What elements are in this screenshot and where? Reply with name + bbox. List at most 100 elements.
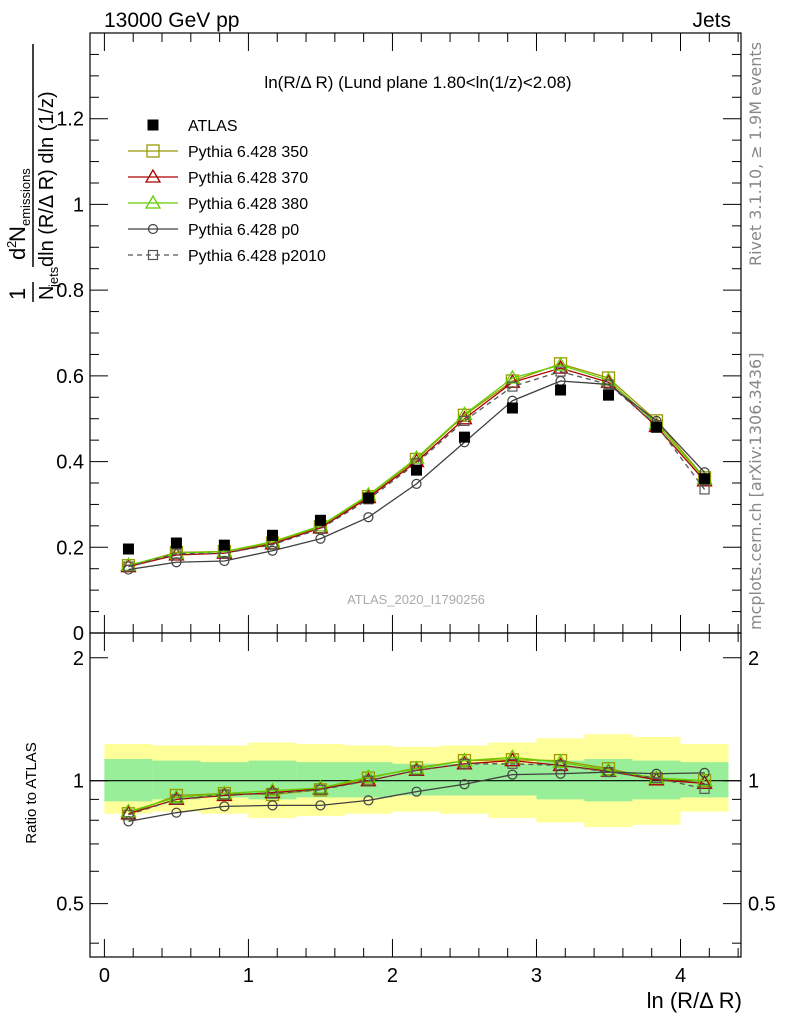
main-line-p0 <box>128 380 706 571</box>
ratio-point-p2010 <box>459 758 470 769</box>
data-series <box>120 356 713 827</box>
main-point-p2010 <box>555 366 566 377</box>
ratio-point-p380 <box>312 779 329 794</box>
ratio-y-axis-label: Ratio to ATLAS <box>23 742 40 843</box>
x-axis-label: ln (R/Δ R) <box>647 988 742 1013</box>
legend-marker-atlas <box>147 119 159 131</box>
ratio-point-p0 <box>507 769 518 780</box>
main-point-atlas <box>458 431 470 443</box>
ratio-point-p370 <box>696 775 713 790</box>
ratio-point-p380 <box>408 760 425 775</box>
legend-marker-p370 <box>144 168 162 183</box>
ratio-point-p2010 <box>507 758 518 769</box>
ratio-line-p380 <box>128 756 705 813</box>
main-point-atlas <box>411 464 423 476</box>
main-point-p380 <box>408 449 425 464</box>
main-point-p2010 <box>459 415 470 426</box>
x-tick-label: 2 <box>387 965 398 987</box>
legend-marker-p380 <box>144 194 162 209</box>
ratio-point-p380 <box>264 782 281 797</box>
main-point-p0 <box>219 555 230 567</box>
main-point-atlas <box>218 539 230 551</box>
x-tick-label: 3 <box>531 965 542 987</box>
main-y-tick-label: 1 <box>73 194 84 216</box>
main-point-p380 <box>120 556 137 571</box>
main-point-atlas <box>555 384 567 396</box>
main-point-atlas <box>602 389 614 401</box>
ratio-point-p2010 <box>651 772 662 784</box>
legend-label-p350: Pythia 6.428 350 <box>188 144 308 161</box>
ratio-point-p0 <box>555 768 566 779</box>
main-point-atlas <box>506 402 518 414</box>
main-point-p0 <box>363 512 374 523</box>
band-inner-5 <box>344 762 393 798</box>
main-y-axis-label: 1 N jets d 2 N emissions dln (R/Δ R) dln… <box>4 44 61 302</box>
legend-label-atlas: ATLAS <box>188 118 238 135</box>
main-point-atlas <box>170 537 182 549</box>
ratio-point-p0 <box>411 786 422 797</box>
axes: 0 0.2 0.4 0.6 0.8 1 1.2 0.5 0.5 1 1 2 2 0 1 2 3 4 <box>56 32 776 987</box>
main-point-p380 <box>456 406 473 421</box>
main-y-axis-label-d2n: d <box>5 248 30 260</box>
header-jets-label: Jets <box>692 9 731 32</box>
legend-label-p2010: Pythia 6.428 p2010 <box>188 248 326 265</box>
ratio-frame <box>89 632 742 958</box>
uncertainty-bands <box>90 734 741 828</box>
ratio-point-p2010 <box>123 809 134 820</box>
legend-label-p380: Pythia 6.428 380 <box>188 196 308 213</box>
ratio-point-p0 <box>315 800 326 811</box>
ratio-point-p0 <box>219 801 230 812</box>
main-plot-title: ln(R/Δ R) (Lund plane 1.80<ln(1/z)<2.08) <box>264 73 571 92</box>
main-y-tick-label: 1.2 <box>56 109 84 131</box>
main-y-axis-label-emissions: emissions <box>18 168 33 226</box>
main-point-p2010 <box>507 381 518 392</box>
main-y-tick-label: 0 <box>73 623 84 645</box>
main-line-p370 <box>128 367 706 568</box>
ratio-point-p0 <box>123 816 134 827</box>
main-point-p0 <box>315 533 326 544</box>
ratio-point-p380 <box>168 789 185 804</box>
main-point-p380 <box>504 369 521 384</box>
ratio-y-tick-label-right: 1 <box>748 771 759 793</box>
x-tick-label: 0 <box>99 965 110 987</box>
ratio-line-p2010 <box>128 763 705 816</box>
x-tick-label: 4 <box>675 965 686 987</box>
ratio-y-tick-label: 0.5 <box>56 894 84 916</box>
main-y-axis-label-numerator: 1 <box>5 288 30 300</box>
ratio-point-p2010 <box>267 788 278 799</box>
main-point-atlas <box>699 473 711 485</box>
main-y-tick-label: 0.6 <box>56 366 84 388</box>
legend: ATLAS Pythia 6.428 350 Pythia 6.428 370 Pyt… <box>128 118 326 265</box>
main-point-p2010 <box>603 379 614 390</box>
ratio-y-tick-label: 1 <box>73 771 84 793</box>
main-point-p0 <box>411 478 422 489</box>
main-point-p2010 <box>123 561 134 572</box>
legend-marker-p2010 <box>147 249 159 261</box>
legend-marker-p0 <box>147 223 159 235</box>
main-point-atlas <box>362 492 374 504</box>
main-y-axis-label-denominator: N <box>36 286 58 300</box>
ratio-point-p0 <box>267 800 278 811</box>
band-inner-2 <box>200 762 249 798</box>
analysis-watermark: ATLAS_2020_I1790256 <box>347 592 485 607</box>
ratio-point-p2010 <box>555 760 566 771</box>
ratio-point-p2010 <box>411 765 422 776</box>
ratio-point-p0 <box>699 767 710 778</box>
main-y-axis-label-denom-2: dln (R/Δ R) dln (1/z) <box>36 91 58 267</box>
ratio-line-p0 <box>128 771 705 823</box>
main-y-tick-label: 0.2 <box>56 537 84 559</box>
main-point-p350 <box>457 408 472 422</box>
main-point-atlas <box>122 543 134 555</box>
ratio-point-p2010 <box>219 789 230 800</box>
main-y-axis-label-subscript: jets <box>46 266 61 288</box>
header-collision-label: 13000 GeV pp <box>104 9 240 32</box>
ratio-point-p2010 <box>363 775 374 786</box>
legend-label-p370: Pythia 6.428 370 <box>188 170 308 187</box>
main-point-p2010 <box>699 484 710 495</box>
main-point-atlas <box>266 529 278 541</box>
main-y-axis-label-exponent: 2 <box>4 241 19 248</box>
main-point-p380 <box>552 356 569 371</box>
main-point-p0 <box>267 545 278 556</box>
ratio-point-p0 <box>171 807 182 818</box>
